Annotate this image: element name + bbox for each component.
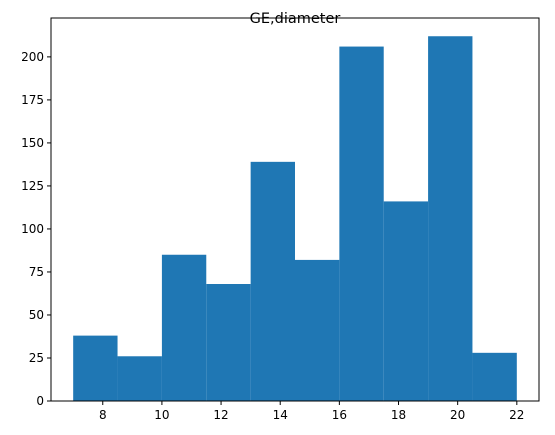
y-tick-label: 0 [36, 394, 44, 408]
x-tick-label: 22 [509, 408, 524, 422]
histogram-bar [472, 352, 517, 401]
y-axis: 0 25 50 75 100 125 150 175 200 [21, 50, 51, 408]
y-tick-label: 200 [21, 50, 44, 64]
x-tick-label: 10 [154, 408, 169, 422]
histogram-bar [73, 335, 118, 401]
y-tick-label: 150 [21, 136, 44, 150]
y-tick-label: 75 [29, 265, 44, 279]
x-tick-label: 14 [273, 408, 288, 422]
histogram-bar [295, 259, 340, 401]
histogram-bar [117, 356, 162, 401]
x-tick-label: 18 [391, 408, 406, 422]
y-tick-label: 50 [29, 308, 44, 322]
y-tick-label: 175 [21, 93, 44, 107]
histogram-bar [383, 201, 429, 401]
x-axis: 8 10 12 14 16 18 20 22 [99, 401, 524, 422]
y-tick-label: 100 [21, 222, 44, 236]
x-tick-label: 8 [99, 408, 107, 422]
y-tick-label: 125 [21, 179, 44, 193]
histogram-bar [428, 36, 473, 402]
histogram-bar [206, 284, 251, 401]
bars-layer [73, 36, 517, 402]
x-tick-label: 20 [450, 408, 465, 422]
histogram-bar [250, 161, 295, 401]
x-tick-label: 12 [213, 408, 228, 422]
plot-frame [50, 17, 540, 402]
x-tick-label: 16 [332, 408, 347, 422]
histogram-bar [339, 46, 384, 402]
y-tick-label: 25 [29, 351, 44, 365]
chart-title: GE,diameter [250, 11, 341, 27]
histogram-bar [161, 254, 207, 401]
